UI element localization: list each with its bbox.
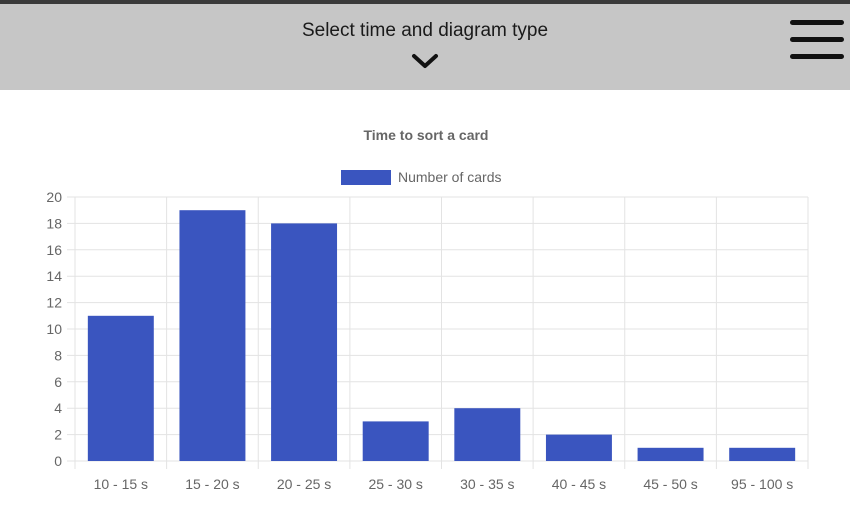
x-tick-label: 45 - 50 s [643, 476, 697, 492]
x-tick-label: 15 - 20 s [185, 476, 239, 492]
y-tick-label: 16 [46, 242, 62, 258]
bar[interactable] [454, 408, 521, 461]
x-tick-label: 40 - 45 s [552, 476, 606, 492]
bar[interactable] [729, 447, 796, 461]
legend-label: Number of cards [398, 169, 501, 185]
y-tick-label: 0 [54, 453, 62, 469]
y-tick-label: 18 [46, 215, 62, 231]
header-title: Select time and diagram type [301, 20, 549, 41]
bar[interactable] [362, 421, 429, 461]
chart-legend[interactable]: Number of cards [341, 169, 501, 185]
top-border [0, 0, 850, 4]
x-tick-label: 25 - 30 s [368, 476, 422, 492]
bar-chart: Time to sort a card Number of cards 0 2 4 6… [46, 127, 809, 492]
bar[interactable] [545, 434, 612, 461]
header-bar: Select time and diagram type [0, 4, 850, 90]
y-tick-label: 12 [46, 295, 62, 311]
chart-area: Time to sort a card Number of cards 0 2 4 6… [0, 90, 850, 508]
legend-swatch [341, 170, 391, 185]
chevron-down-icon [412, 54, 438, 68]
x-tick-label: 95 - 100 s [731, 476, 793, 492]
bar[interactable] [637, 447, 704, 461]
y-tick-label: 8 [54, 347, 62, 363]
y-tick-label: 2 [54, 427, 62, 443]
hamburger-menu-icon[interactable] [790, 18, 844, 62]
bar[interactable] [87, 315, 154, 461]
y-tick-label: 6 [54, 374, 62, 390]
bar[interactable] [179, 210, 246, 461]
bar[interactable] [271, 223, 338, 461]
x-tick-label: 10 - 15 s [94, 476, 148, 492]
x-tick-label: 20 - 25 s [277, 476, 331, 492]
x-tick-label: 30 - 35 s [460, 476, 514, 492]
y-tick-label: 20 [46, 189, 62, 205]
y-tick-label: 10 [46, 321, 62, 337]
chart-title: Time to sort a card [363, 127, 488, 143]
y-tick-label: 14 [46, 268, 62, 284]
y-tick-label: 4 [54, 400, 62, 416]
diagram-type-selector[interactable]: Select time and diagram type [250, 14, 600, 82]
